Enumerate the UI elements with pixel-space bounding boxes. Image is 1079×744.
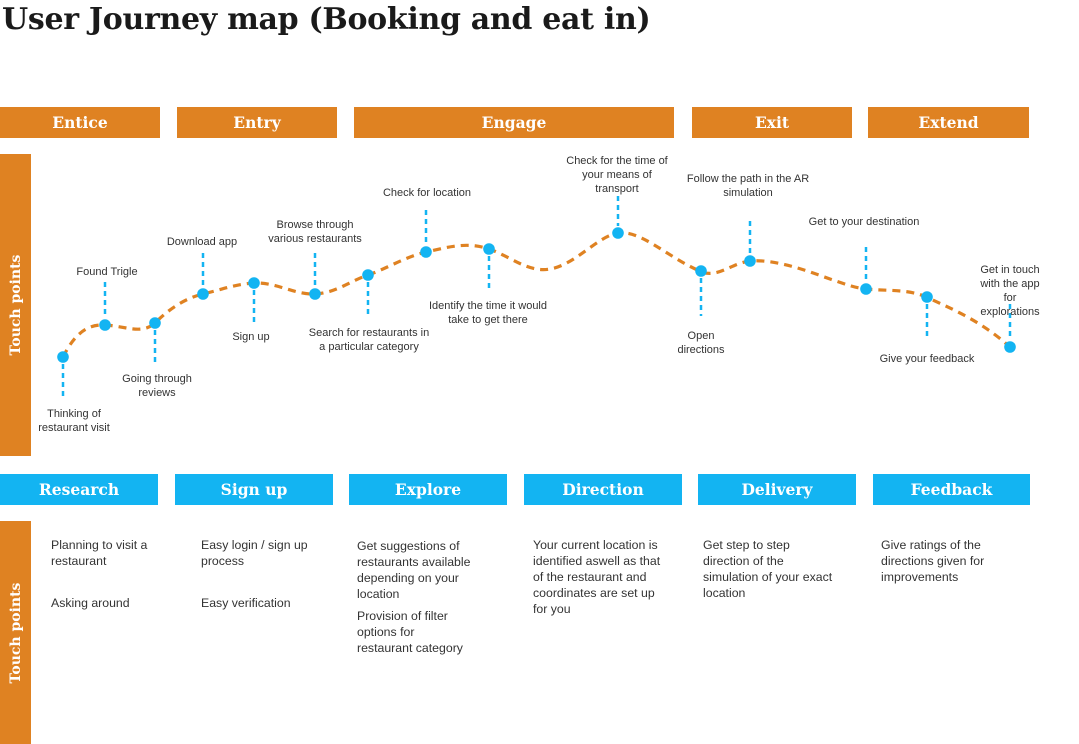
direction-detail-1: Your current location is identified aswe… — [533, 538, 661, 616]
touchpoint-13-dot — [860, 283, 872, 295]
phase-delivery: Delivery — [698, 474, 856, 505]
touchpoint-2-label: Found Trigle — [76, 266, 138, 278]
research-detail-1: Planning to visit a restaurant — [51, 538, 148, 568]
touchpoint-6-label: Browse through various restaurants — [268, 219, 362, 245]
touchpoint-11-dot — [695, 265, 707, 277]
phase-explore: Explore — [349, 474, 507, 505]
touchpoint-15-label: Get in touch with the app for exploratio… — [980, 264, 1040, 318]
touchpoint-6-dot — [309, 288, 321, 300]
phase-feedback: Feedback — [873, 474, 1030, 505]
touchpoint-14-label: Give your feedback — [879, 353, 975, 365]
touchpoint-5-dot — [248, 277, 260, 289]
touchpoint-1-label: Thinking of restaurant visit — [38, 408, 110, 434]
phase-sign-up: Sign up — [175, 474, 333, 505]
stage-entice: Entice — [0, 107, 160, 138]
touchpoint-10-label: Check for the time of your means of tran… — [566, 155, 668, 195]
touchpoint-3-dot — [149, 317, 161, 329]
touchpoint-15-dot — [1004, 341, 1016, 353]
page-title: User Journey map (Booking and eat in) — [2, 2, 651, 37]
stage-exit: Exit — [692, 107, 852, 138]
explore-detail-2: Provision of filter options for restaura… — [357, 609, 463, 655]
touchpoint-9-label: Identify the time it would take to get t… — [428, 300, 548, 326]
touchpoint-7-dot — [362, 269, 374, 281]
explore-detail-1: Get suggestions of restaurants available… — [357, 539, 471, 601]
touchpoint-8-label: Check for location — [382, 187, 472, 199]
touchpoint-14-dot — [921, 291, 933, 303]
touchpoint-5-label: Sign up — [232, 331, 270, 343]
phase-direction: Direction — [524, 474, 682, 505]
research-detail-2: Asking around — [51, 596, 130, 610]
stage-engage: Engage — [354, 107, 674, 138]
stage-extend: Extend — [868, 107, 1029, 138]
delivery-detail-1: Get step to step direction of the simula… — [703, 538, 833, 600]
touchpoint-3-label: Going through reviews — [122, 373, 192, 399]
touchpoint-4-dot — [197, 288, 209, 300]
touchpoint-9-dot — [483, 243, 495, 255]
stage-entry: Entry — [177, 107, 337, 138]
phase-research: Research — [0, 474, 158, 505]
touchpoint-10-dot — [612, 227, 624, 239]
touchpoint-13-label: Get to your destination — [808, 216, 920, 228]
touchpoint-12-dot — [744, 255, 756, 267]
touch-points-sidebar-bottom: Touch points — [0, 521, 31, 744]
touchpoint-1-dot — [57, 351, 69, 363]
sign-up-detail-1: Easy login / sign up process — [201, 538, 308, 568]
touch-points-sidebar-top: Touch points — [0, 154, 31, 456]
feedback-detail-1: Give ratings of the directions given for… — [881, 538, 985, 584]
touchpoint-11-label: Open directions — [677, 330, 725, 356]
touchpoint-markers — [57, 196, 1016, 398]
touchpoint-4-label: Download app — [166, 236, 238, 248]
touchpoint-2-dot — [99, 319, 111, 331]
touchpoint-12-label: Follow the path in the AR simulation — [686, 173, 810, 199]
touchpoint-8-dot — [420, 246, 432, 258]
touchpoint-7-label: Search for restaurants in a particular c… — [308, 327, 430, 353]
sign-up-detail-2: Easy verification — [201, 596, 291, 610]
